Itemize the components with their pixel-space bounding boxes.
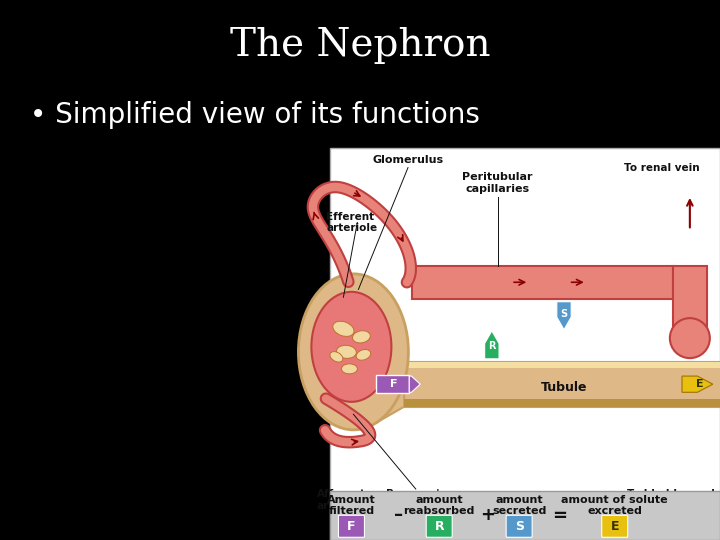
Text: E: E [611,520,619,533]
Ellipse shape [336,345,356,359]
FancyArrow shape [409,376,420,392]
Text: Afferent
arteriole: Afferent arteriole [316,489,367,511]
Ellipse shape [341,364,357,374]
Text: Efferent
arteriole: Efferent arteriole [326,212,377,233]
FancyBboxPatch shape [330,148,720,540]
Ellipse shape [353,330,370,343]
FancyBboxPatch shape [426,515,452,537]
Text: Glomerulus: Glomerulus [372,155,444,165]
FancyArrow shape [485,331,499,359]
Circle shape [670,318,710,358]
Text: Tubule: Tubule [541,381,588,394]
Text: amount
reabsorbed: amount reabsorbed [403,495,475,516]
Bar [404,362,720,368]
FancyBboxPatch shape [602,515,628,537]
Ellipse shape [311,292,392,402]
Text: +: + [480,507,495,524]
FancyBboxPatch shape [377,375,409,393]
Ellipse shape [298,274,408,430]
Text: R: R [434,520,444,533]
Polygon shape [377,352,404,422]
Ellipse shape [356,349,371,360]
Text: =: = [553,507,567,524]
Text: F: F [390,379,397,389]
FancyArrow shape [682,376,713,392]
FancyArrow shape [557,302,571,330]
Text: To bladder and
external environment: To bladder and external environment [587,489,715,511]
Ellipse shape [333,321,354,336]
Bar [404,399,720,407]
Text: R: R [488,341,495,351]
FancyBboxPatch shape [338,515,364,537]
Bar [404,362,720,407]
Bar [412,266,673,299]
Text: Bowman's
capsule: Bowman's capsule [386,489,446,511]
Bar [673,266,706,338]
Text: To renal vein: To renal vein [624,163,699,173]
Text: –: – [394,507,402,524]
Text: S: S [515,520,523,533]
Text: Amount
filtered: Amount filtered [327,495,376,516]
Text: amount of solute
excreted: amount of solute excreted [562,495,668,516]
FancyBboxPatch shape [330,491,720,540]
FancyBboxPatch shape [506,515,532,537]
Text: Peritubular
capillaries: Peritubular capillaries [462,172,533,194]
Text: amount
secreted: amount secreted [492,495,546,516]
Text: E: E [696,379,704,389]
Text: • Simplified view of its functions: • Simplified view of its functions [30,101,480,129]
Ellipse shape [330,352,343,362]
Text: S: S [560,309,567,319]
Text: The Nephron: The Nephron [230,26,490,64]
Text: F: F [347,520,356,533]
